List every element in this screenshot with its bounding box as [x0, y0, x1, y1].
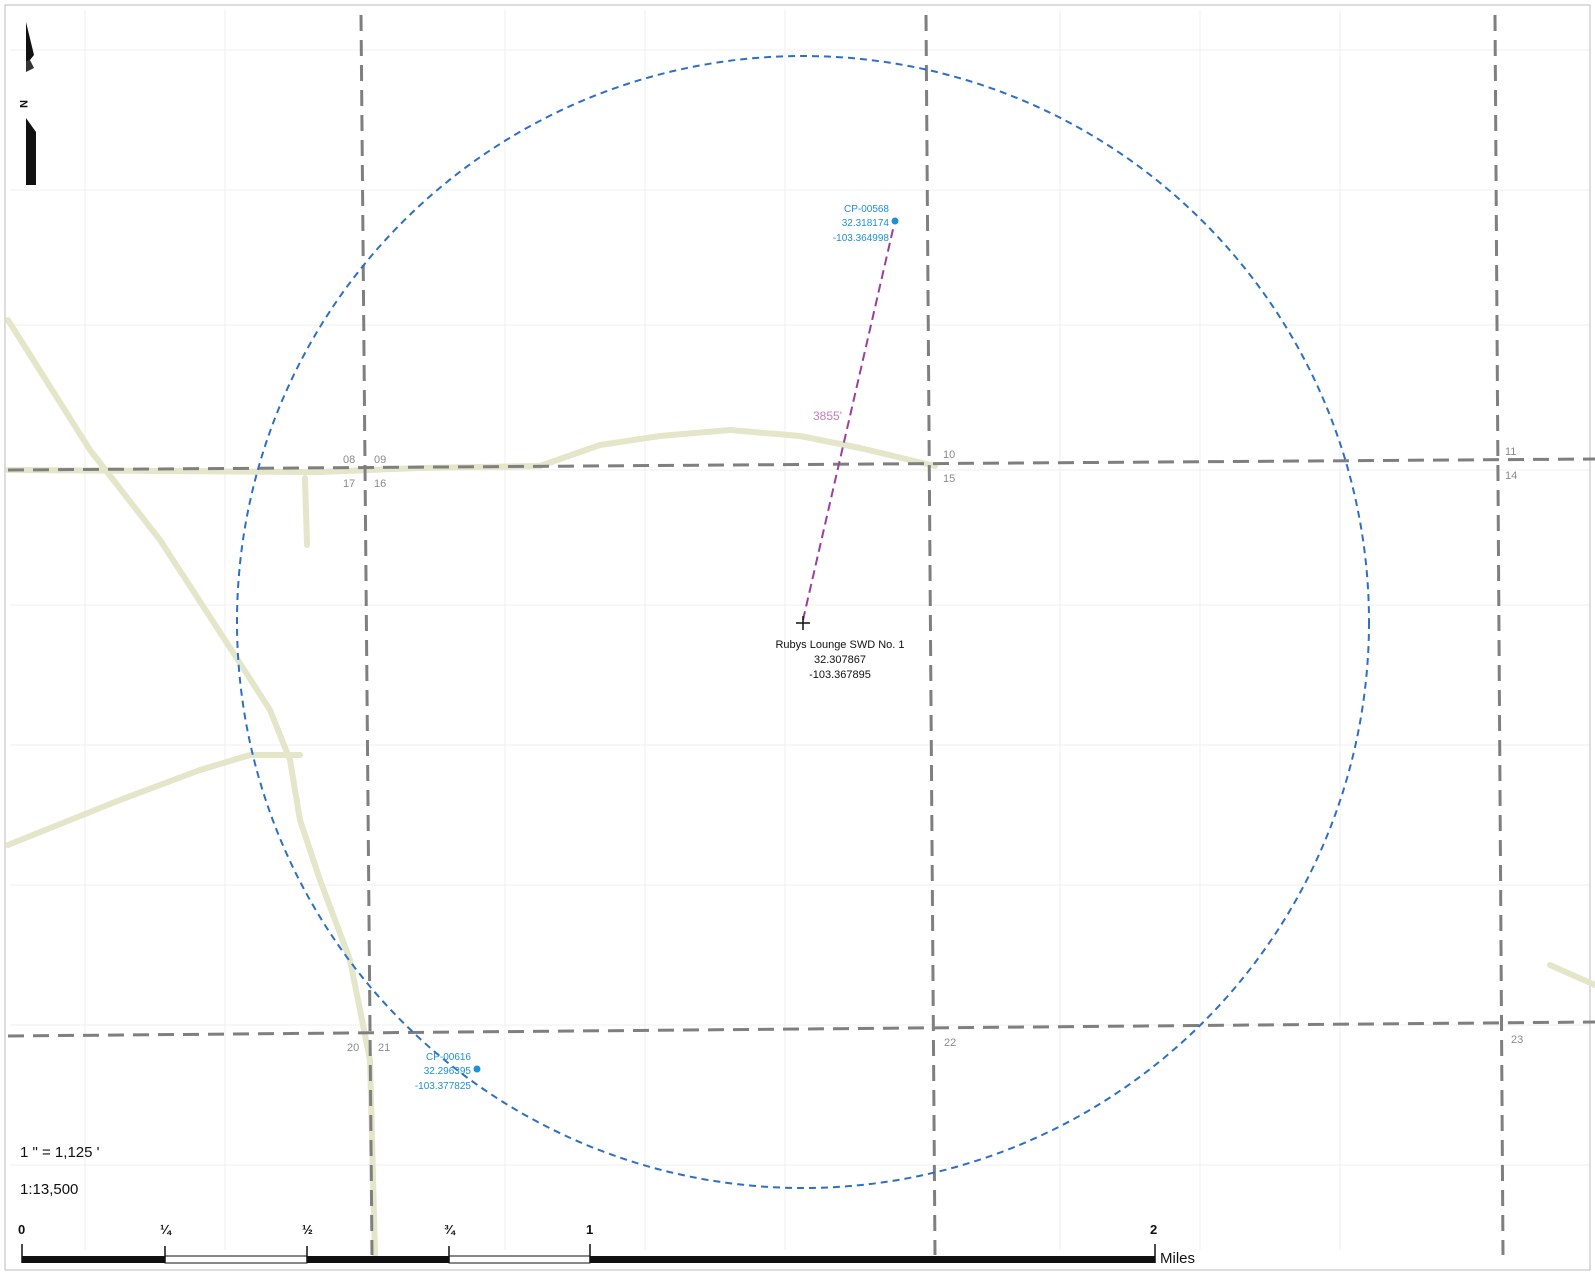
- section-label: 15: [943, 473, 955, 485]
- scale-tick-label: 2: [1150, 1222, 1157, 1237]
- road-spur: [302, 475, 310, 548]
- background-grid: [10, 10, 1590, 1250]
- site-name: Rubys Lounge SWD No. 1: [775, 639, 904, 651]
- section-line-east: [1493, 14, 1505, 1256]
- road-east-west: [5, 427, 938, 475]
- scale-segment: [164, 1255, 308, 1264]
- scale-tick-label: 1: [586, 1222, 593, 1237]
- well-lat: 32.318174: [842, 218, 890, 229]
- well-lon: -103.377825: [415, 1081, 472, 1092]
- map-frame: [4, 4, 1591, 1271]
- section-line-north: [7, 457, 1595, 472]
- roads: [5, 317, 1595, 1258]
- section-label: 14: [1505, 470, 1517, 482]
- scale-tick-label: 0: [18, 1222, 25, 1237]
- well-lat: 32.296395: [424, 1066, 472, 1077]
- road-east-stub: [1547, 962, 1595, 988]
- distance-line: [802, 224, 895, 621]
- well-lon: -103.364998: [833, 233, 890, 244]
- section-labels: 08 09 17 16 10 15 11 14 20 21 22 23: [343, 446, 1523, 1054]
- section-label: 09: [374, 454, 386, 466]
- scale-tick-label: ¾: [444, 1222, 456, 1237]
- section-label: 23: [1511, 1034, 1523, 1046]
- section-line-west: [359, 14, 374, 1256]
- well-dot-icon: [473, 1065, 481, 1073]
- well-dot-icon: [891, 217, 899, 225]
- scale-tick-label: ¼: [160, 1222, 172, 1237]
- section-label: 17: [343, 478, 355, 490]
- radius-circle: [236, 55, 1370, 1189]
- well-marker[interactable]: CP-00568 32.318174 -103.364998: [833, 204, 899, 244]
- site-lat: 32.307867: [814, 654, 866, 666]
- scale-ratio-inches: 1 " = 1,125 ': [20, 1144, 100, 1161]
- scale-unit: Miles: [1160, 1250, 1195, 1267]
- section-label: 10: [943, 449, 955, 461]
- scale-segment: [590, 1256, 1155, 1263]
- site-marker: [796, 616, 810, 630]
- north-arrow-icon: N: [17, 22, 36, 185]
- section-label: 21: [378, 1042, 390, 1054]
- scale-segment: [307, 1256, 449, 1263]
- scale-segment: [22, 1256, 165, 1263]
- section-label: 16: [374, 478, 386, 490]
- scale-segment: [448, 1255, 591, 1264]
- scale-bar: 0 ¼ ½ ¾ 1 2 Miles: [18, 1222, 1195, 1267]
- well-id: CP-00568: [844, 204, 889, 215]
- scale-ratio: 1:13,500: [20, 1181, 78, 1198]
- section-line-south: [7, 1020, 1595, 1038]
- scale-tick-label: ½: [302, 1222, 313, 1237]
- distance-label: 3855': [813, 409, 842, 423]
- section-label: 11: [1505, 446, 1516, 458]
- north-label: N: [17, 100, 29, 108]
- site-label: Rubys Lounge SWD No. 1 32.307867 -103.36…: [775, 639, 904, 681]
- well-id: CP-00616: [426, 1052, 471, 1063]
- well-marker[interactable]: CP-00616 32.296395 -103.377825: [415, 1052, 481, 1092]
- road-diagonal: [5, 317, 378, 1258]
- section-lines: [7, 14, 1595, 1256]
- section-label: 08: [343, 454, 355, 466]
- section-label: 22: [944, 1037, 956, 1049]
- section-line-center: [924, 14, 937, 1256]
- road-west-branch: [5, 752, 303, 848]
- section-label: 20: [347, 1042, 359, 1054]
- site-lon: -103.367895: [809, 669, 871, 681]
